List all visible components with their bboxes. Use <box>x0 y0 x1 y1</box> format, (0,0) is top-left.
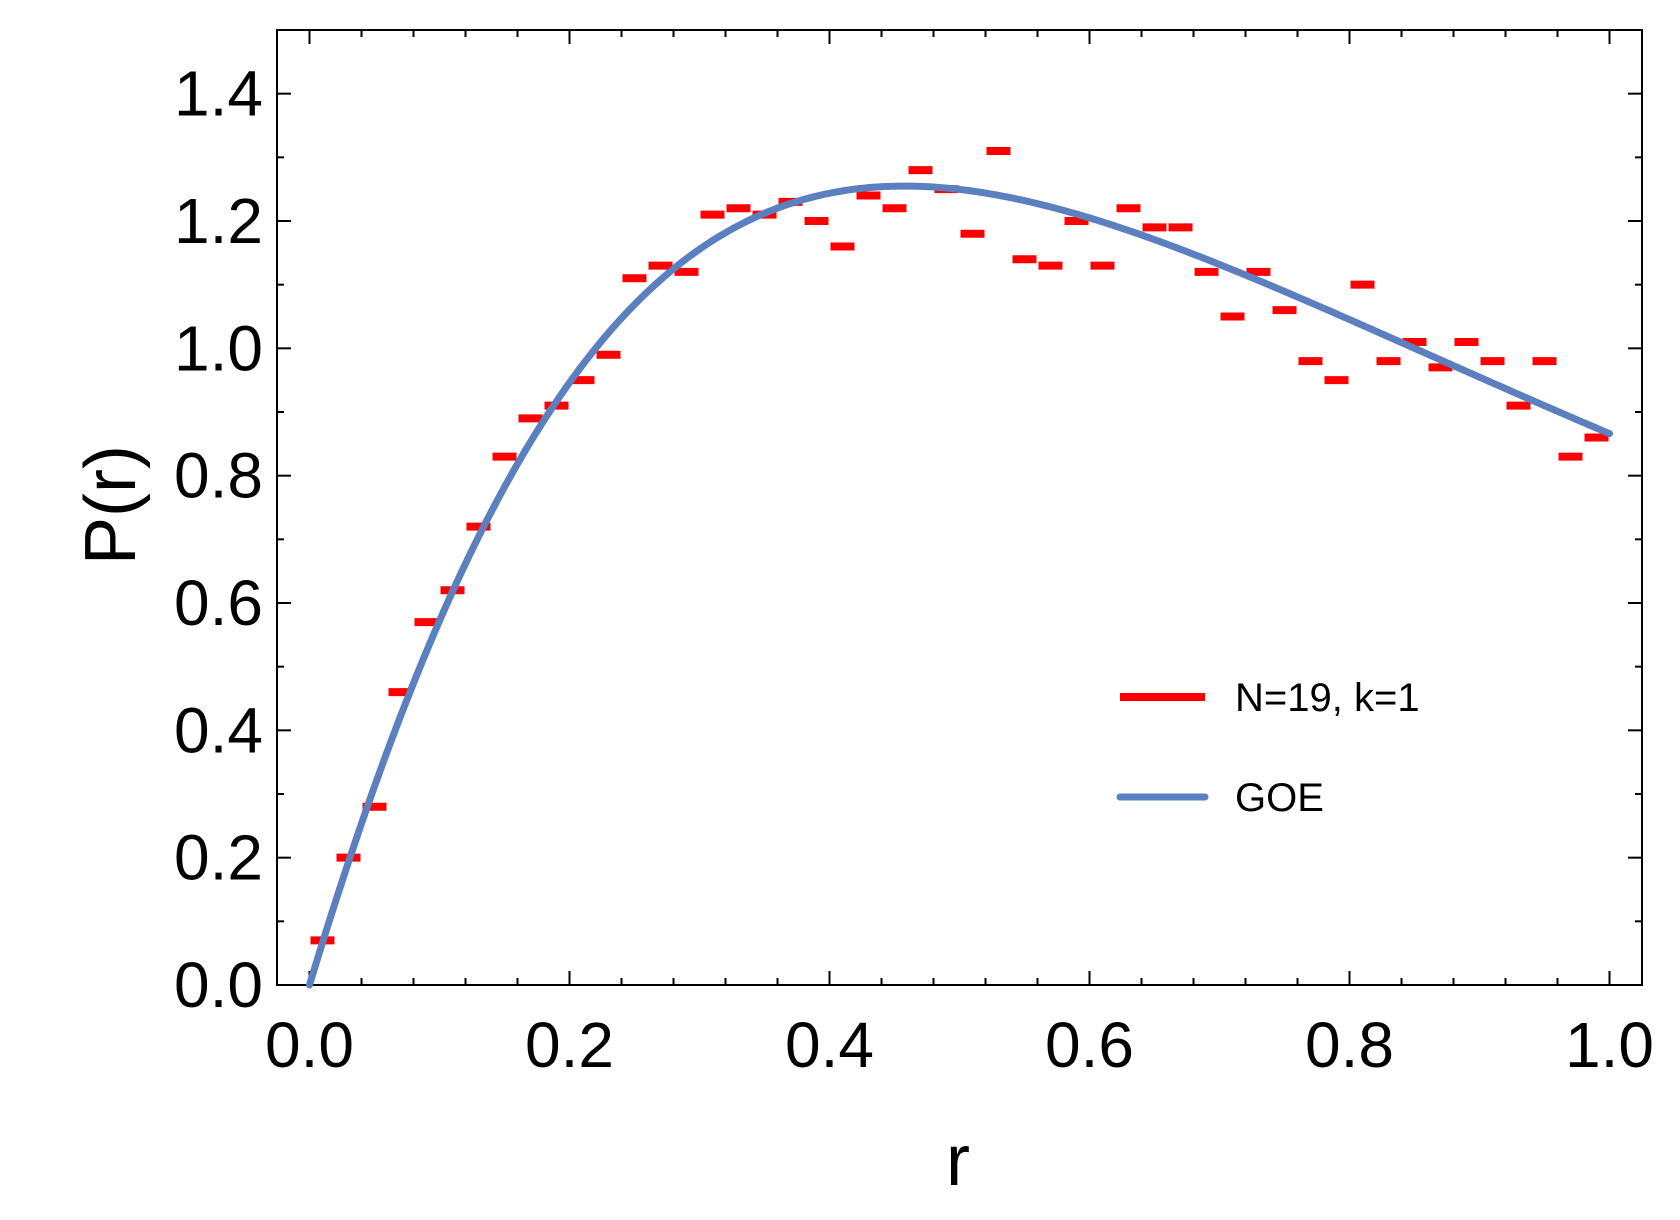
x-tick-label: 1.0 <box>1565 1009 1654 1081</box>
x-tick-label: 0.2 <box>525 1009 614 1081</box>
x-tick-label: 0.8 <box>1305 1009 1394 1081</box>
y-axis-title: P(r) <box>71 445 151 565</box>
y-tick-label: 0.2 <box>174 822 263 894</box>
histogram-bars <box>310 146 1609 945</box>
y-tick-label: 0.8 <box>174 440 263 512</box>
tick-labels: 0.0 0.2 0.4 0.6 0.8 1.0 0.0 0.2 0.4 0.6 0.8 1.0 1.2 1… <box>174 58 1654 1081</box>
y-tick-label: 0.4 <box>174 694 263 766</box>
legend-label-histogram: N=19, k=1 <box>1235 676 1420 720</box>
x-tick-label: 0.0 <box>265 1009 354 1081</box>
goe-curve <box>306 182 1613 989</box>
plot-frame <box>276 29 1643 986</box>
y-tick-label: 0.6 <box>174 567 263 639</box>
y-tick-label: 0.0 <box>174 949 263 1021</box>
x-tick-label: 0.6 <box>1045 1009 1134 1081</box>
y-tick-label: 1.0 <box>174 312 263 384</box>
x-axis-title: r <box>946 1121 970 1201</box>
legend: N=19, k=1 GOE <box>1116 676 1420 820</box>
legend-label-goe: GOE <box>1235 776 1324 820</box>
y-tick-label: 1.2 <box>174 185 263 257</box>
x-tick-label: 0.4 <box>785 1009 874 1081</box>
ticks-layer <box>277 30 1642 986</box>
y-tick-label: 1.4 <box>174 58 263 130</box>
